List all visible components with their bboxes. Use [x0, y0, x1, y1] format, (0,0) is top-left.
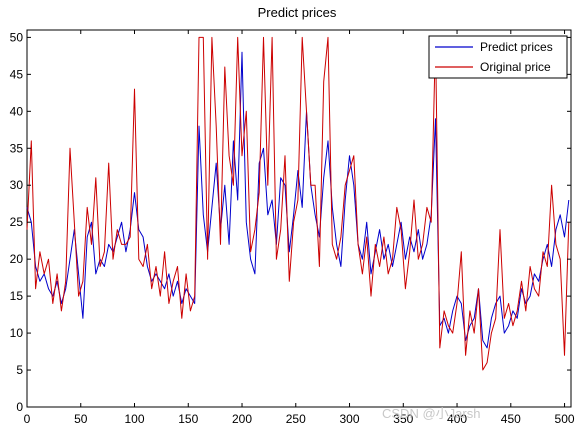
y-tick-label: 0 [16, 400, 23, 414]
x-tick-label: 0 [24, 412, 31, 426]
legend-label-original: Original price [480, 60, 551, 74]
x-tick-label: 350 [393, 412, 413, 426]
x-tick-label: 50 [74, 412, 88, 426]
plot-frame [26, 29, 572, 408]
y-tick-label: 25 [10, 215, 24, 229]
plot-area: 0 50 100 150 200 250 300 350 400 450 500 0 5 10 15 20 2… [10, 29, 575, 426]
x-tick-label: 250 [286, 412, 306, 426]
y-tick-label: 40 [10, 104, 24, 118]
x-tick-label: 400 [447, 412, 467, 426]
series-line-original-price [26, 36, 570, 371]
x-tick-label: 200 [232, 412, 252, 426]
y-axis: 0 5 10 15 20 25 30 35 40 45 50 [10, 30, 571, 414]
x-tick-label: 300 [340, 412, 360, 426]
x-tick-label: 450 [501, 412, 521, 426]
legend-box [428, 35, 568, 79]
chart-title: Predict prices [258, 5, 337, 20]
y-tick-label: 30 [10, 178, 24, 192]
legend: Predict prices Original price [428, 35, 568, 79]
y-tick-label: 50 [10, 30, 24, 44]
y-tick-label: 20 [10, 252, 24, 266]
x-tick-label: 150 [178, 412, 198, 426]
y-tick-label: 35 [10, 141, 24, 155]
watermark: CSDN @小Jarsh [382, 406, 480, 421]
series-layer [26, 36, 570, 371]
y-tick-label: 5 [16, 363, 23, 377]
y-tick-label: 10 [10, 326, 24, 340]
legend-label-predict: Predict prices [480, 40, 553, 54]
x-axis: 0 50 100 150 200 250 300 350 400 450 500 [24, 30, 575, 426]
y-tick-label: 45 [10, 67, 24, 81]
y-tick-label: 15 [10, 289, 24, 303]
x-tick-label: 500 [555, 412, 575, 426]
x-tick-label: 100 [124, 412, 144, 426]
